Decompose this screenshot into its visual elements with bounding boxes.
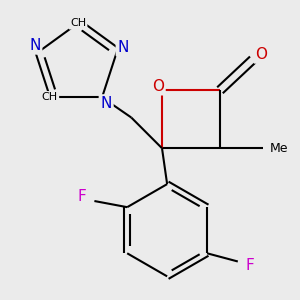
Text: N: N (29, 38, 40, 53)
Text: O: O (255, 47, 267, 62)
Text: Me: Me (270, 142, 289, 155)
Text: O: O (152, 79, 164, 94)
Text: N: N (117, 40, 129, 55)
Text: N: N (100, 96, 112, 111)
Text: CH: CH (42, 92, 58, 102)
Text: CH: CH (70, 18, 86, 28)
Text: F: F (246, 258, 254, 273)
Text: F: F (78, 189, 86, 204)
